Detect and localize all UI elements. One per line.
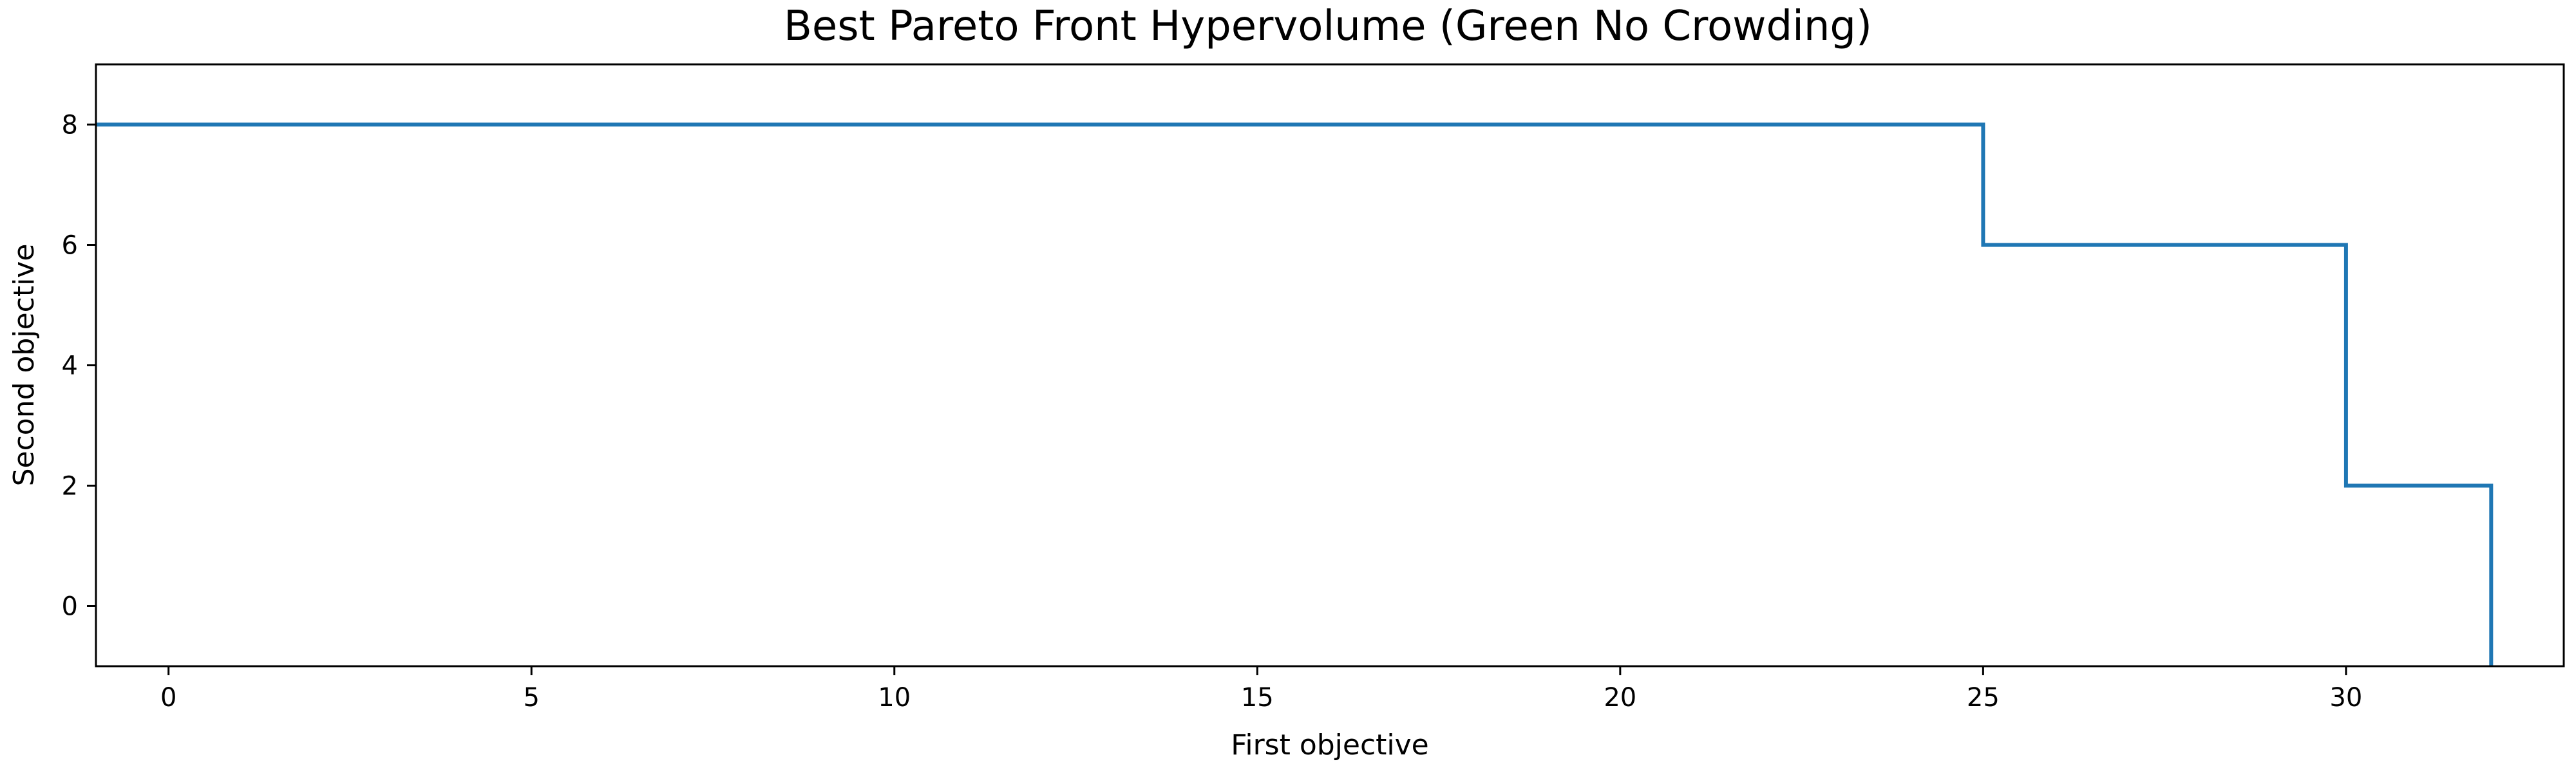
plot-frame <box>95 63 2565 668</box>
x-tick-label: 15 <box>1241 683 1274 713</box>
series-line-0 <box>96 122 2494 666</box>
plot-area <box>96 122 2494 666</box>
x-tick-label: 25 <box>1967 683 2000 713</box>
x-tick-label: 20 <box>1604 683 1636 713</box>
y-tick-label: 8 <box>62 111 78 140</box>
y-axis-label: Second objective <box>8 244 41 487</box>
y-tick-label: 4 <box>62 351 78 381</box>
x-axis-ticks: 0 5 10 15 20 25 30 <box>160 666 2362 713</box>
y-tick-label: 6 <box>62 231 78 261</box>
y-axis-ticks: 0 2 4 6 8 <box>62 111 96 622</box>
x-tick-label: 5 <box>524 683 540 713</box>
x-tick-label: 10 <box>878 683 911 713</box>
chart-title: Best Pareto Front Hypervolume (Green No … <box>784 3 1872 50</box>
y-tick-label: 2 <box>62 472 78 501</box>
x-axis-label: First objective <box>1231 729 1429 761</box>
x-tick-label: 0 <box>160 683 176 713</box>
x-tick-label: 30 <box>2329 683 2362 713</box>
y-tick-label: 0 <box>62 592 78 622</box>
